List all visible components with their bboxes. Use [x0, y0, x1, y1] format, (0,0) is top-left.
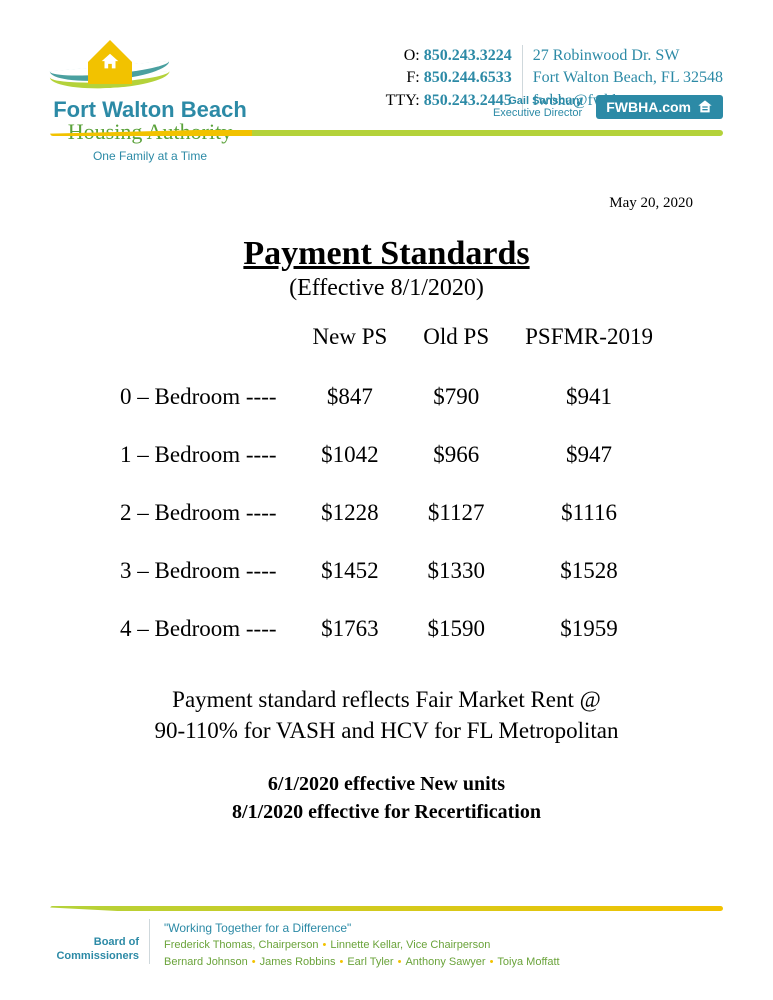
house-icon: [88, 40, 132, 84]
board-line1: Frederick Thomas, Chairperson•Linnette K…: [164, 937, 560, 954]
table-row: 1 – Bedroom ---- $1042 $966 $947: [102, 426, 671, 484]
logo-mark: [50, 40, 170, 95]
cell-old: $966: [405, 426, 507, 484]
table-row: 0 – Bedroom ---- $847 $790 $941: [102, 368, 671, 426]
cell-fmr: $1116: [507, 484, 671, 542]
board-line2: Bernard Johnson•James Robbins•Earl Tyler…: [164, 954, 560, 971]
director-name: Gail Sansbury: [493, 95, 582, 107]
footer-divider: [50, 906, 723, 911]
phone-f-label: F:: [406, 69, 419, 86]
cell-old: $1590: [405, 600, 507, 658]
note-line2: 90-110% for VASH and HCV for FL Metropol…: [70, 715, 703, 746]
bullet-icon: •: [335, 956, 347, 968]
col-new-ps: New PS: [295, 324, 406, 368]
address-line1: 27 Robinwood Dr. SW: [533, 45, 723, 67]
effective-subtitle: (Effective 8/1/2020): [70, 275, 703, 302]
payment-standards-table: New PS Old PS PSFMR-2019 0 – Bedroom ---…: [102, 324, 671, 658]
letterhead-footer: Board of Commissioners "Working Together…: [50, 906, 723, 970]
table-header-row: New PS Old PS PSFMR-2019: [102, 324, 671, 368]
row-label: 4 – Bedroom ----: [102, 600, 295, 658]
col-old-ps: Old PS: [405, 324, 507, 368]
board-member: Anthony Sawyer: [405, 956, 485, 968]
document-date: May 20, 2020: [609, 195, 693, 212]
board-body: "Working Together for a Difference" Fred…: [164, 919, 560, 970]
org-tagline: One Family at a Time: [50, 149, 250, 163]
director-block: Gail Sansbury Executive Director: [493, 95, 582, 119]
cell-old: $1127: [405, 484, 507, 542]
board-member: Frederick Thomas, Chairperson: [164, 939, 318, 951]
website-label: FWBHA.com: [606, 99, 691, 115]
effective-dates-block: 6/1/2020 effective New units 8/1/2020 ef…: [70, 770, 703, 826]
cell-new: $1452: [295, 542, 406, 600]
letterhead-header: Fort Walton Beach Housing Authority One …: [0, 0, 773, 170]
cell-fmr: $941: [507, 368, 671, 426]
footer-motto: "Working Together for a Difference": [164, 919, 560, 937]
effective-recert: 8/1/2020 effective for Recertification: [70, 798, 703, 826]
director-title: Executive Director: [493, 107, 582, 119]
col-psfmr: PSFMR-2019: [507, 324, 671, 368]
row-label: 1 – Bedroom ----: [102, 426, 295, 484]
cell-old: $790: [405, 368, 507, 426]
document-body: Payment Standards (Effective 8/1/2020) N…: [0, 235, 773, 826]
cell-new: $847: [295, 368, 406, 426]
board-label-l2: Commissioners: [50, 949, 139, 963]
table-row: 2 – Bedroom ---- $1228 $1127 $1116: [102, 484, 671, 542]
phone-tty-label: TTY:: [386, 92, 420, 109]
board-member: Bernard Johnson: [164, 956, 248, 968]
phone-f: 850.244.6533: [424, 69, 512, 86]
cell-new: $1042: [295, 426, 406, 484]
cell-fmr: $947: [507, 426, 671, 484]
bullet-icon: •: [486, 956, 498, 968]
equal-housing-icon: [697, 99, 713, 115]
table-body: 0 – Bedroom ---- $847 $790 $941 1 – Bedr…: [102, 368, 671, 658]
bullet-icon: •: [248, 956, 260, 968]
board-member: Toiya Moffatt: [497, 956, 559, 968]
row-label: 0 – Bedroom ----: [102, 368, 295, 426]
board-member: Linnette Kellar, Vice Chairperson: [330, 939, 490, 951]
note-block: Payment standard reflects Fair Market Re…: [70, 684, 703, 746]
cell-old: $1330: [405, 542, 507, 600]
phone-o-label: O:: [404, 47, 420, 64]
cell-fmr: $1528: [507, 542, 671, 600]
board-label-l1: Board of: [50, 935, 139, 949]
phone-o: 850.243.3224: [424, 47, 512, 64]
table-row: 4 – Bedroom ---- $1763 $1590 $1959: [102, 600, 671, 658]
director-and-site: Gail Sansbury Executive Director FWBHA.c…: [493, 95, 723, 119]
cell-new: $1763: [295, 600, 406, 658]
cell-new: $1228: [295, 484, 406, 542]
website-pill: FWBHA.com: [596, 95, 723, 119]
bullet-icon: •: [318, 939, 330, 951]
effective-new-units: 6/1/2020 effective New units: [70, 770, 703, 798]
board-member: Earl Tyler: [347, 956, 393, 968]
table-row: 3 – Bedroom ---- $1452 $1330 $1528: [102, 542, 671, 600]
page-title: Payment Standards: [70, 235, 703, 273]
row-label: 3 – Bedroom ----: [102, 542, 295, 600]
footer-grid: Board of Commissioners "Working Together…: [50, 919, 723, 970]
cell-fmr: $1959: [507, 600, 671, 658]
board-label: Board of Commissioners: [50, 919, 150, 964]
bullet-icon: •: [394, 956, 406, 968]
row-label: 2 – Bedroom ----: [102, 484, 295, 542]
board-member: James Robbins: [260, 956, 336, 968]
address-line2: Fort Walton Beach, FL 32548: [533, 67, 723, 89]
note-line1: Payment standard reflects Fair Market Re…: [70, 684, 703, 715]
logo-block: Fort Walton Beach Housing Authority One …: [50, 40, 250, 163]
